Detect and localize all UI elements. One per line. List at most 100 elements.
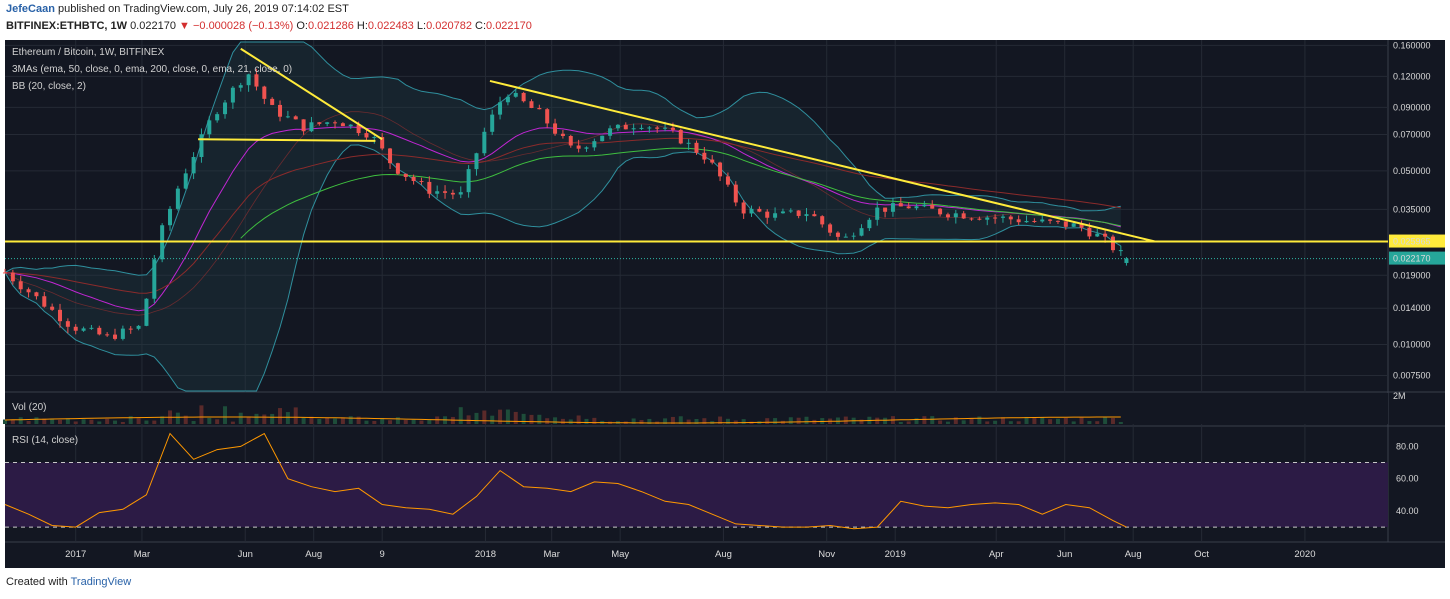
volume-bar: [333, 418, 338, 424]
volume-bar: [1071, 421, 1076, 424]
time-tick-label: Jun: [238, 549, 253, 560]
candle-body: [1118, 250, 1123, 252]
volume-bar: [466, 415, 471, 424]
volume-bar: [1087, 421, 1092, 424]
candle-body: [867, 219, 872, 229]
bb-upper: [4, 41, 1121, 276]
volume-bar: [1024, 416, 1029, 424]
volume-bar: [993, 420, 998, 424]
candle-body: [498, 102, 503, 115]
volume-bar: [325, 417, 330, 424]
volume-bar: [136, 418, 141, 424]
volume-bar: [529, 414, 534, 424]
volume-bar: [663, 418, 668, 424]
candle-body: [97, 327, 102, 335]
candle-body: [765, 211, 770, 218]
symbol: BITFINEX:ETHBTC, 1W: [6, 20, 127, 32]
volume-bg: [5, 393, 1388, 424]
candle-body: [270, 98, 275, 105]
candle-body: [58, 309, 63, 322]
candle-body: [529, 101, 534, 108]
candle-body: [285, 116, 290, 118]
candle-body: [859, 228, 864, 236]
time-tick-label: May: [611, 549, 629, 560]
volume-bar: [985, 421, 990, 424]
volume-bar: [1000, 417, 1005, 424]
candle-body: [419, 181, 424, 183]
low-value: 0.020782: [426, 20, 472, 32]
candle-body: [89, 327, 94, 329]
publish-line: JefeCaan published on TradingView.com, J…: [6, 3, 349, 15]
candle-body: [1040, 219, 1045, 222]
candle-body: [568, 135, 573, 146]
volume-bar: [435, 416, 440, 424]
candle-body: [3, 272, 7, 274]
volume-bar: [741, 419, 746, 424]
volume-bar: [411, 419, 416, 424]
volume-bar: [1103, 417, 1108, 424]
candles: [3, 68, 1129, 341]
candle-body: [466, 169, 471, 193]
volume-bar: [191, 421, 196, 424]
volume-bar: [883, 417, 888, 424]
volume-bar: [945, 421, 950, 424]
price-tick-label: 0.070000: [1393, 130, 1431, 140]
volume-bar: [372, 420, 377, 424]
last-price: 0.022170: [130, 20, 176, 32]
volume-bar: [207, 417, 212, 424]
volume-bar: [914, 418, 919, 424]
volume-bar: [631, 418, 636, 424]
volume-bar: [293, 407, 298, 424]
time-axis: 2017 Mar Jun Aug 9 2018 Mar May Aug Nov 2019 Apr Jun…: [65, 549, 1315, 560]
price-tick-label: 0.120000: [1393, 71, 1431, 81]
candle-body: [175, 188, 180, 209]
volume-bar: [50, 418, 55, 424]
volume-bar: [898, 421, 903, 424]
volume-bar: [175, 412, 180, 424]
candle-body: [113, 334, 118, 339]
candle-body: [364, 133, 369, 138]
candle-body: [655, 127, 660, 129]
volume-bar: [18, 417, 23, 424]
candle-body: [403, 173, 408, 177]
volume-bar: [105, 418, 110, 424]
volume-bar: [773, 418, 778, 424]
volume-bar: [34, 417, 39, 424]
volume-tick-label: 2M: [1393, 391, 1406, 401]
price-tick-label: 0.160000: [1393, 40, 1431, 50]
price-tick-label: 0.050000: [1393, 166, 1431, 176]
volume-bar: [301, 417, 306, 424]
volume-bar: [309, 416, 314, 424]
time-tick-label: Mar: [544, 549, 560, 560]
tradingview-brand[interactable]: TradingView: [70, 576, 132, 588]
price-tick-label: 0.010000: [1393, 340, 1431, 350]
rsi-pane: 80.00 60.00 40.00: [4, 432, 1419, 530]
time-tick-label: Aug: [715, 549, 732, 560]
candle-body: [521, 92, 526, 102]
price-axis: 0.160000 0.120000 0.090000 0.070000 0.050000…: [1389, 40, 1445, 381]
bb-fill: [5, 42, 1121, 391]
candle-body: [828, 224, 833, 233]
volume-bar: [254, 413, 259, 424]
candle-body: [1048, 219, 1053, 221]
price-change: −0.000028 (−0.13%): [192, 20, 294, 32]
candle-body: [639, 127, 644, 129]
candle-body: [922, 204, 927, 207]
candle-body: [238, 85, 243, 88]
symbol-line: BITFINEX:ETHBTC, 1W 0.022170 ▼ −0.000028…: [6, 20, 532, 32]
volume-bar: [513, 411, 518, 424]
candle-body: [851, 235, 856, 237]
candle-body: [1071, 223, 1076, 227]
volume-bar: [97, 421, 102, 424]
published-text: published on TradingView.com, July 26, 2…: [57, 3, 349, 15]
volume-bar: [348, 416, 353, 424]
rsi-tick-label: 80.00: [1396, 441, 1419, 451]
candle-body: [207, 120, 212, 135]
candle-body: [537, 107, 542, 110]
author-name[interactable]: JefeCaan: [6, 3, 55, 15]
volume-bar: [639, 420, 644, 424]
candle-body: [843, 236, 848, 238]
candle-body: [938, 208, 943, 215]
candle-body: [1016, 219, 1021, 223]
